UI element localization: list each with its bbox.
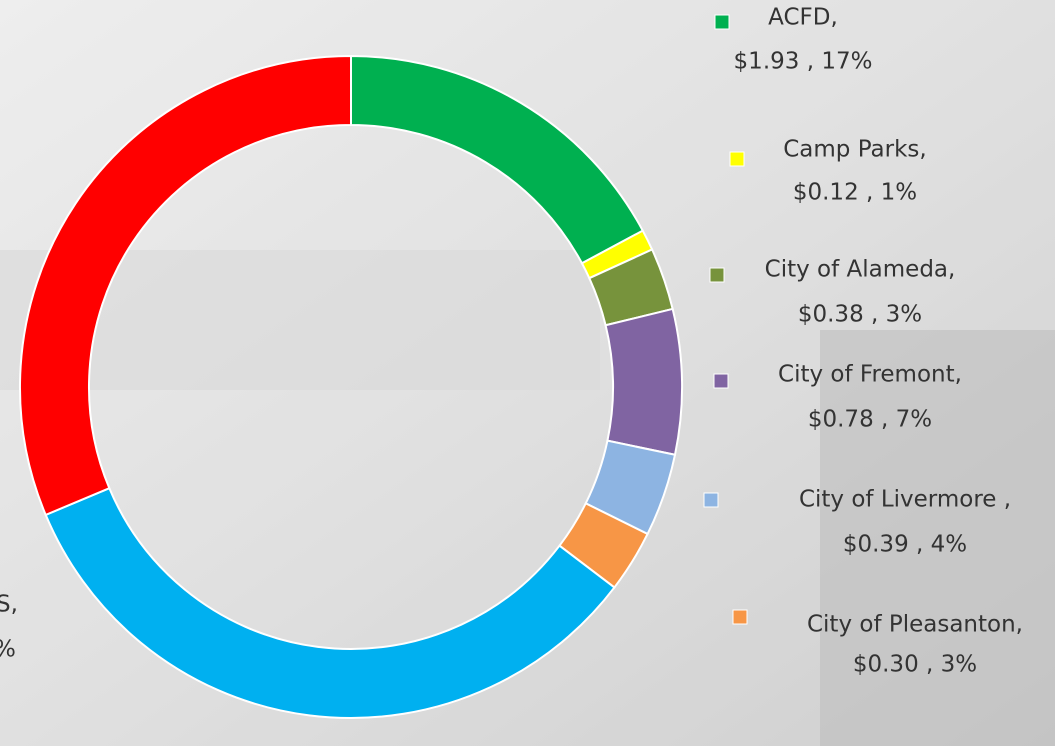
legend-label: City of Alameda,	[765, 257, 956, 283]
legend-swatch	[714, 14, 730, 30]
data-label: $0.39 , 4%	[843, 532, 967, 558]
legend-swatch	[709, 267, 725, 283]
data-label: %	[0, 637, 16, 663]
legend-label: City of Livermore ,	[799, 487, 1011, 513]
donut-segment	[44, 486, 616, 719]
data-label: $0.78 , 7%	[808, 407, 932, 433]
data-label: $0.30 , 3%	[853, 652, 977, 678]
legend-label: ACFD,	[768, 5, 838, 31]
legend-label: City of Pleasanton,	[807, 612, 1023, 638]
data-label: $0.12 , 1%	[793, 180, 917, 206]
truck	[820, 330, 1055, 746]
legend-swatch	[729, 151, 745, 167]
legend-label: Camp Parks,	[783, 137, 926, 163]
legend-label: S,	[0, 592, 18, 618]
legend-swatch	[703, 492, 719, 508]
legend-swatch	[713, 373, 729, 389]
donut-segment	[19, 54, 352, 517]
donut-segment	[604, 307, 683, 456]
data-label: $0.38 , 3%	[798, 302, 922, 328]
legend-label: City of Fremont,	[778, 362, 962, 388]
data-label: $1.93 , 17%	[734, 49, 873, 75]
legend-swatch	[732, 609, 748, 625]
